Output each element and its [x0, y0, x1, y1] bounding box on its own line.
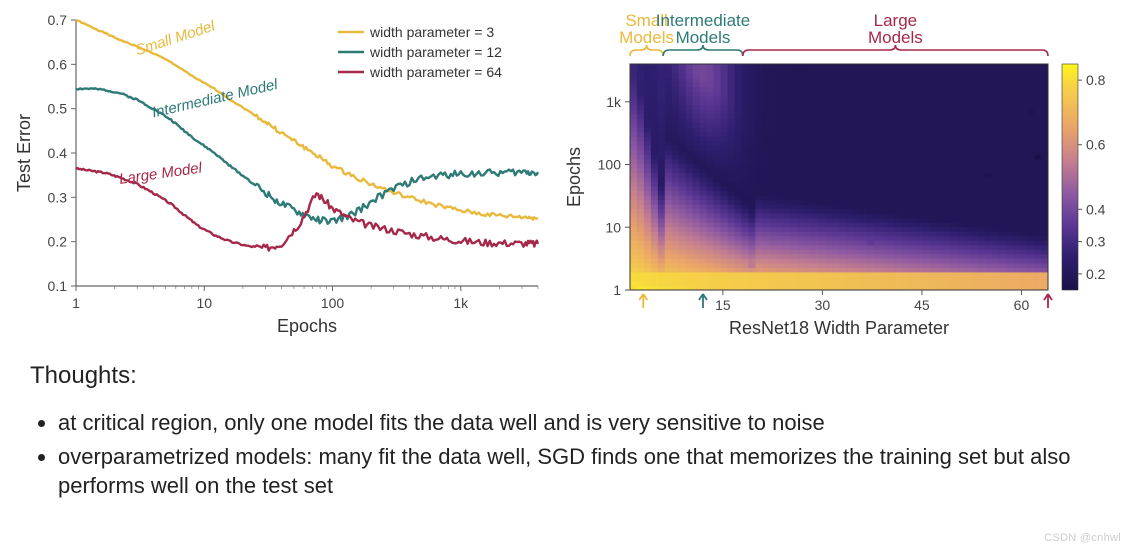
- colorbar-tick-label: 0.4: [1086, 201, 1106, 217]
- xaxis-title: ResNet18 Width Parameter: [729, 318, 949, 338]
- ytick-label: 0.4: [48, 145, 68, 161]
- xtick-label: 1: [72, 295, 80, 311]
- line-chart-panel: 0.1 0.2 0.3 0.4 0.5 0.6 0.7 1 10 100 1k Epochs Test …: [12, 10, 552, 340]
- colorbar-tick-label: 0.2: [1086, 266, 1106, 282]
- colorbar-tick-label: 0.8: [1086, 72, 1106, 88]
- ytick-label: 100: [598, 157, 622, 173]
- arrow-up-icon: [639, 294, 647, 308]
- legend-label: width parameter = 12: [369, 44, 502, 60]
- ytick-label: 1: [613, 282, 621, 298]
- thoughts-heading: Thoughts:: [30, 362, 1101, 390]
- xaxis-title: Epochs: [277, 316, 337, 336]
- thoughts-block: Thoughts: at critical region, only one m…: [0, 340, 1131, 501]
- figure-row: 0.1 0.2 0.3 0.4 0.5 0.6 0.7 1 10 100 1k Epochs Test …: [0, 0, 1131, 340]
- xtick-label: 15: [715, 297, 731, 313]
- watermark-text: CSDN @cnhwl: [1044, 532, 1121, 544]
- colorbar: [1062, 64, 1078, 290]
- ytick-label: 0.1: [48, 278, 68, 294]
- legend-label: width parameter = 3: [369, 24, 494, 40]
- thoughts-bullet: overparametrized models: many fit the da…: [58, 442, 1101, 501]
- ytick-label: 1k: [606, 94, 622, 110]
- xtick-label: 60: [1014, 297, 1030, 313]
- legend-label: width parameter = 64: [369, 64, 502, 80]
- curve-annotation: Intermediate Model: [150, 76, 280, 122]
- yaxis-title: Epochs: [564, 147, 584, 207]
- xtick-label: 10: [196, 295, 212, 311]
- yaxis-title: Test Error: [14, 114, 34, 192]
- ytick-label: 0.3: [48, 189, 68, 205]
- xtick-label: 30: [815, 297, 831, 313]
- arrow-up-icon: [699, 294, 707, 308]
- xtick-label: 45: [914, 297, 930, 313]
- arrow-up-icon: [1044, 294, 1052, 308]
- heatmap-svg: 1 10 100 1k 15 30 45 60 ResNet18 Width Parameter…: [560, 10, 1120, 340]
- colorbar-tick-label: 0.6: [1086, 137, 1106, 153]
- ytick-label: 0.7: [48, 12, 68, 28]
- bracket-label: Models: [868, 28, 923, 47]
- xtick-label: 1k: [453, 295, 469, 311]
- colorbar-tick-label: 0.3: [1086, 234, 1106, 250]
- heatmap-cells: [630, 64, 1049, 291]
- thoughts-bullet: at critical region, only one model fits …: [58, 408, 1101, 438]
- heatmap-panel: 1 10 100 1k 15 30 45 60 ResNet18 Width Parameter…: [560, 10, 1120, 340]
- ytick-label: 10: [605, 219, 621, 235]
- curve-annotation: Large Model: [118, 159, 204, 188]
- thoughts-list: at critical region, only one model fits …: [30, 408, 1101, 501]
- ytick-label: 0.6: [48, 56, 68, 72]
- series-line: [76, 88, 538, 224]
- line-chart-svg: 0.1 0.2 0.3 0.4 0.5 0.6 0.7 1 10 100 1k Epochs Test …: [12, 10, 552, 340]
- ytick-label: 0.2: [48, 234, 68, 250]
- curve-annotation: Small Model: [133, 17, 217, 59]
- bracket-label: Models: [619, 28, 674, 47]
- ytick-label: 0.5: [48, 101, 68, 117]
- bracket-label: Models: [676, 28, 731, 47]
- xtick-label: 100: [321, 295, 345, 311]
